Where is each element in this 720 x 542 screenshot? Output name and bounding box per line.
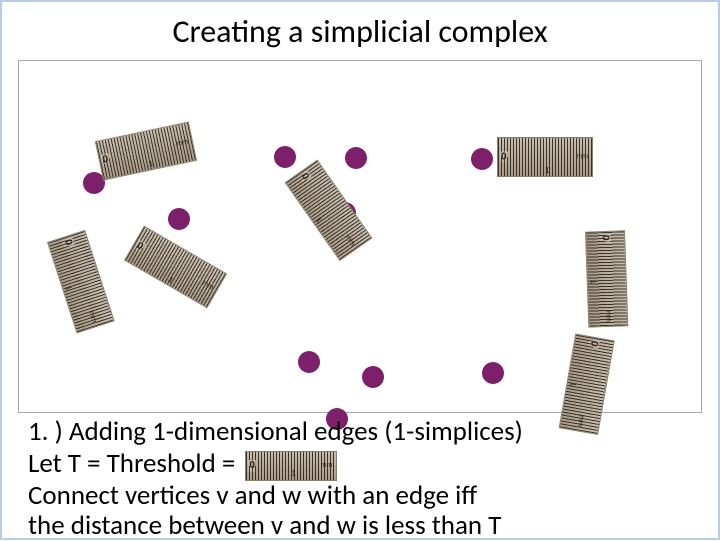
caption-line-2: Let T = Threshold = 0 mm 1 [28,448,337,481]
ruler-mm-label: mm [201,280,215,292]
threshold-ruler-icon: 0 mm 1 [245,451,337,481]
ruler-mm-label: mm [87,310,97,323]
ruler-icon: 0 mm 1 [124,226,227,309]
ruler-one-label: 1 [167,275,175,285]
ruler-mm-label: mm [176,139,189,148]
ruler-one-label: 1 [545,166,549,175]
ruler-one-label: 1 [291,469,295,479]
caption-line-1: 1. ) Adding 1-dimensional edges (1-simpl… [28,416,523,448]
ruler-zero-label: 0 [600,234,611,242]
ruler-mm-label: mm [576,415,585,428]
ruler-one-label: 1 [589,279,598,284]
ruler-one-label: 1 [148,159,154,169]
ruler-icon: 0 mm 1 [95,121,197,180]
vertex-dot [471,148,493,170]
ruler-zero-label: 0 [500,152,508,163]
ruler-mm-label: mm [321,461,333,469]
ruler-one-label: 1 [314,215,324,224]
threshold-text: Let T = Threshold = [28,447,235,480]
ruler-zero-label: 0 [588,339,600,348]
vertex-dot [274,146,296,168]
ruler-zero-label: 0 [101,153,111,165]
vertex-dot [168,208,190,230]
ruler-icon: 0 mm 1 [497,137,593,177]
ruler-mm-label: mm [576,154,588,161]
ruler-icon: 0 mm 1 [47,230,115,334]
ruler-one-label: 1 [64,284,74,291]
ruler-icon: 0 mm 1 [285,160,373,262]
ruler-zero-label: 0 [248,460,256,472]
slide-title: Creating a simplicial complex [0,12,720,51]
ruler-mm-label: mm [604,310,611,322]
ruler-zero-label: 0 [62,237,75,248]
ruler-icon: 0 mm 1 [585,230,628,327]
vertex-dot [482,362,504,384]
caption-line-4: the distance between v and w is less tha… [28,510,501,542]
ruler-one-label: 1 [568,381,578,387]
ruler-zero-label: 0 [298,170,311,183]
ruler-mm-label: mm [344,234,356,248]
vertex-dot [345,147,367,169]
caption-line-3: Connect vertices v and w with an edge if… [28,480,477,512]
vertex-dot [298,351,320,373]
vertex-dot [362,366,384,388]
ruler-zero-label: 0 [134,240,146,253]
diagram-area: 0mm10mm10mm10mm10mm10mm10mm1 [18,60,702,413]
